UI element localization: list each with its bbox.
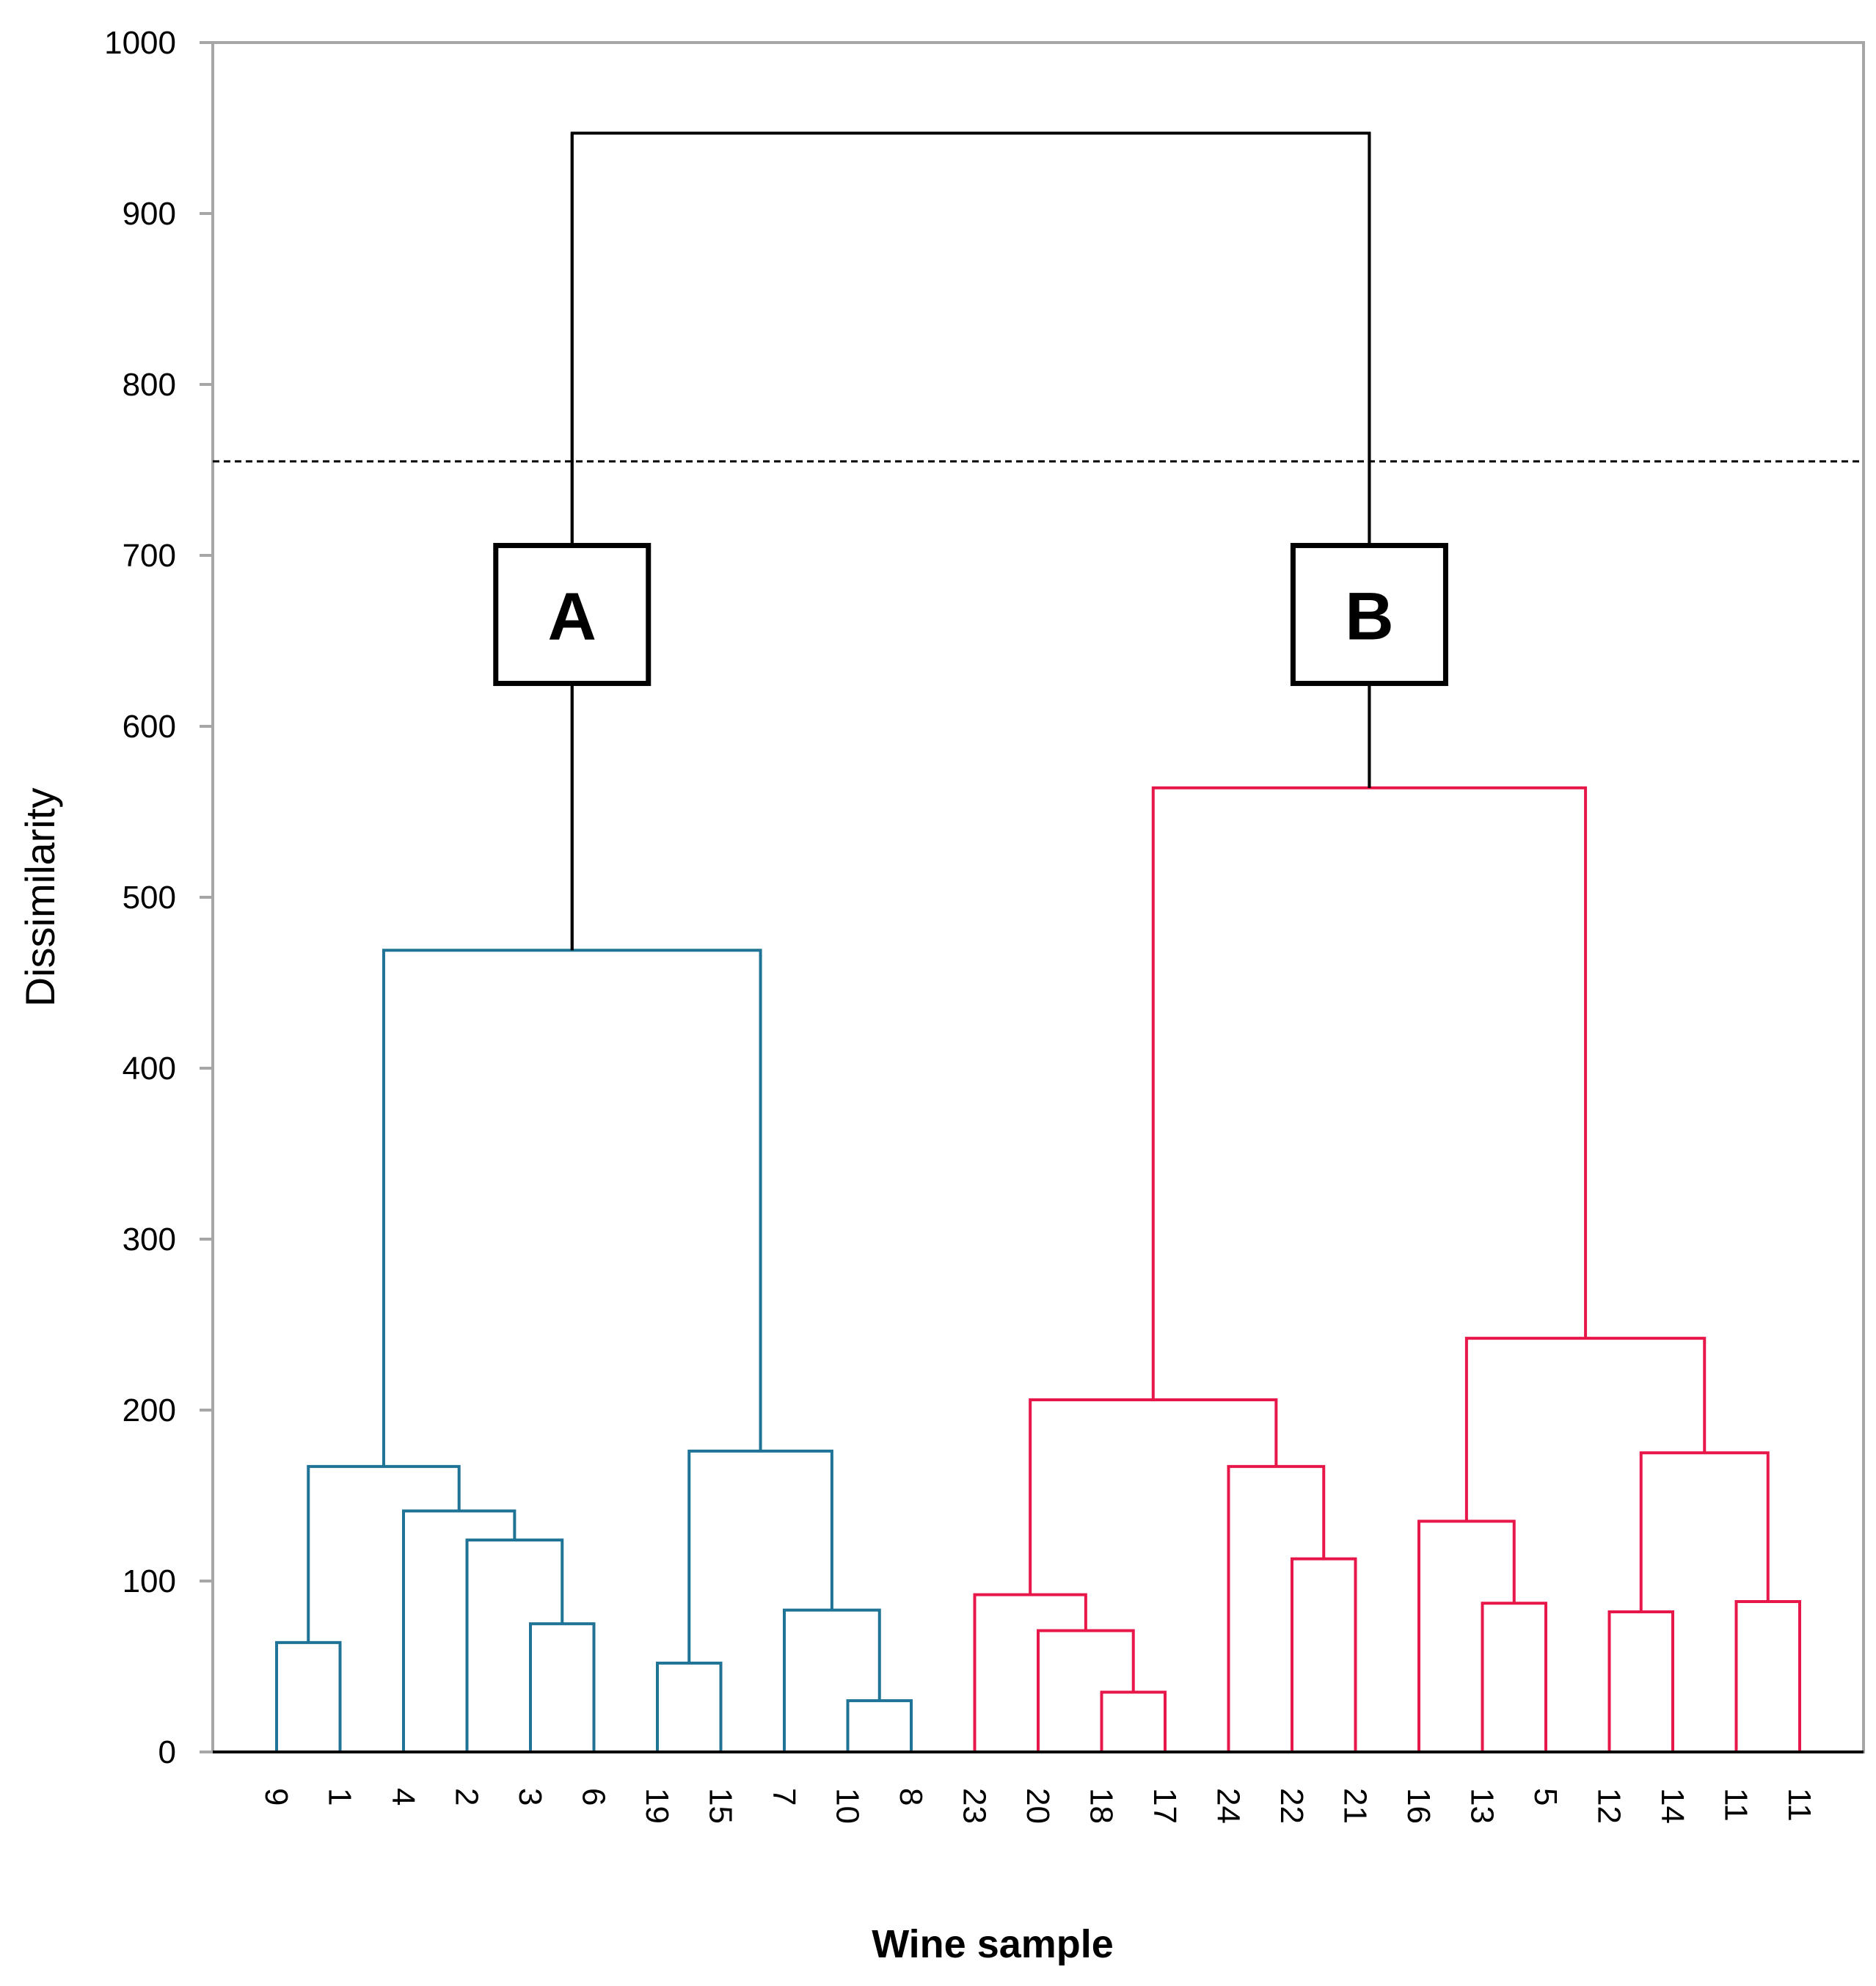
y-axis [200, 41, 213, 1753]
leaf-label: 20 [1020, 1788, 1056, 1824]
leaf-label: 21 [1337, 1788, 1373, 1824]
y-tick-label: 0 [158, 1734, 176, 1770]
y-tick-label: 200 [123, 1392, 176, 1428]
plot-area [211, 41, 1865, 1753]
leaf-label: 24 [1211, 1788, 1247, 1824]
leaf-label: 7 [766, 1788, 802, 1806]
leaf-labels: 9 1 4 2 3 6 19 15 7 10 8 23 20 18 17 24 22 21 16 13 5 12 14 11 1… [258, 1788, 1817, 1824]
cluster-label-box: B [1290, 543, 1448, 687]
cluster-box [493, 543, 652, 687]
leaf-label: 13 [1464, 1788, 1500, 1824]
y-axis-title: Dissimilarity [17, 788, 63, 1007]
cluster-label: B [1345, 580, 1393, 654]
leaf-label: 15 [703, 1788, 739, 1824]
y-tick-labels: 0 100 200 300 400 500 600 700 800 900 1000 [104, 25, 176, 1770]
y-tick-label: 500 [123, 880, 176, 916]
leaf-label: 10 [830, 1788, 866, 1824]
leaf-label: 5 [1528, 1788, 1563, 1806]
y-tick-label: 900 [123, 196, 176, 232]
leaf-label: 19 [639, 1788, 675, 1824]
leaf-label: 2 [449, 1788, 485, 1806]
leaf-label: 9 [258, 1788, 294, 1806]
leaf-label: 17 [1147, 1788, 1183, 1824]
leaf-label: 12 [1591, 1788, 1627, 1824]
y-tick-label: 1000 [104, 25, 176, 61]
y-tick-label: 300 [123, 1222, 176, 1257]
leaf-label: 23 [957, 1788, 993, 1824]
y-tick-label: 700 [123, 538, 176, 574]
leaf-label: 22 [1274, 1788, 1310, 1824]
leaf-label: 8 [893, 1788, 929, 1806]
y-tick-label: 800 [123, 367, 176, 403]
y-tick-label: 400 [123, 1051, 176, 1087]
y-tick-label: 100 [123, 1563, 176, 1599]
dendrogram-links [275, 131, 1801, 1752]
leaf-label: 18 [1084, 1788, 1120, 1824]
leaf-label: 1 [322, 1788, 358, 1806]
leaf-label: 14 [1654, 1788, 1690, 1824]
leaf-label: 16 [1401, 1788, 1437, 1824]
leaf-label: 3 [512, 1788, 548, 1806]
cluster-label: A [548, 580, 596, 654]
leaf-label: 6 [576, 1788, 612, 1806]
leaf-label: 11 [1781, 1788, 1817, 1822]
cluster-box [1290, 543, 1448, 687]
x-axis-title: Wine sample [872, 1922, 1114, 1966]
y-tick-label: 600 [123, 709, 176, 745]
leaf-label: 4 [385, 1788, 421, 1806]
leaf-label: 11 [1718, 1788, 1754, 1822]
cluster-label-box: A [493, 543, 652, 687]
